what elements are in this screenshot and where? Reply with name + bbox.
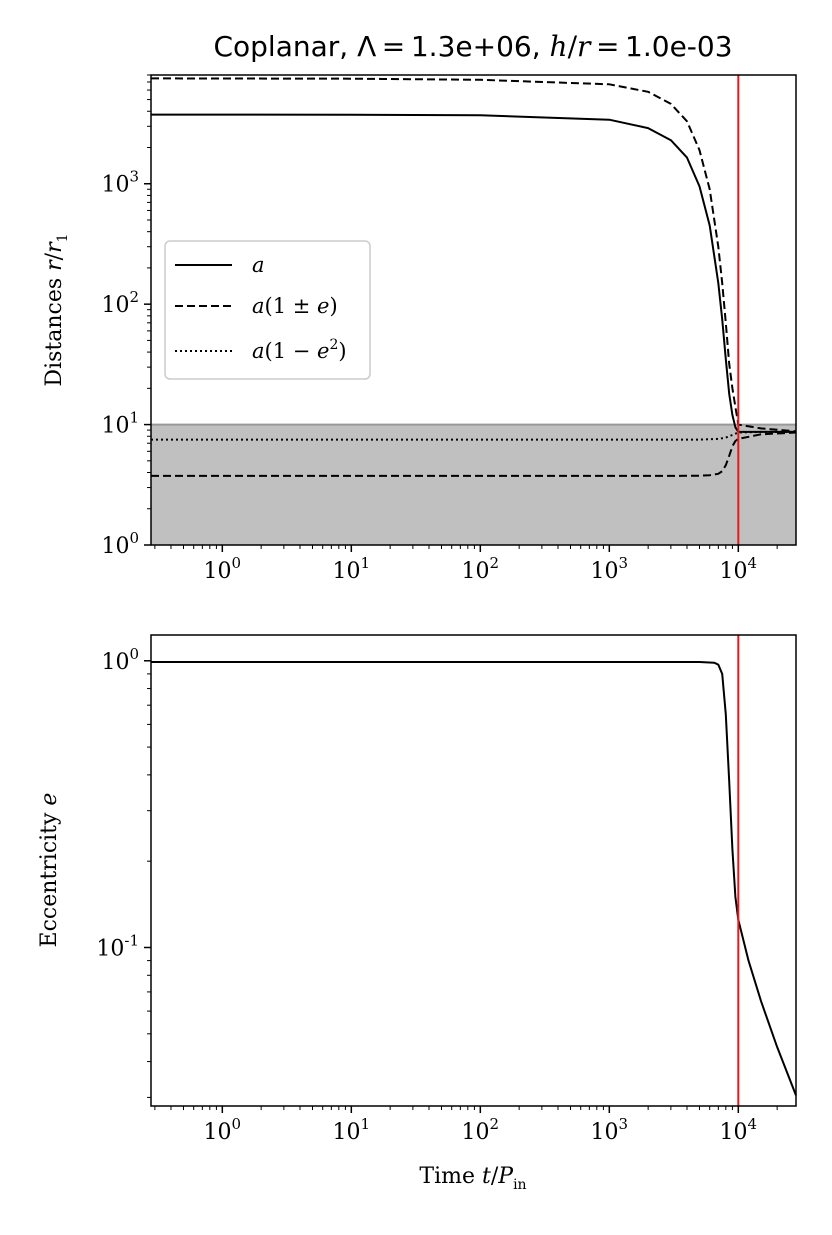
xlabel-slash: / — [491, 1164, 499, 1189]
xlabel-sub: in — [513, 1177, 527, 1193]
top-ylabel-sub: 1 — [55, 233, 71, 242]
top-yticks: 100 101 102 103 — [101, 74, 151, 559]
legend: a a(1 ± e) a(1 − e2) — [164, 240, 371, 380]
chart-title: Coplanar, Λ = 1.3e+06, h/r = 1.0e-03 — [213, 30, 732, 63]
bottom-ylabel: Eccentricity e — [37, 793, 62, 948]
legend-label-a: a — [252, 253, 265, 277]
bottom-xtick-label: 104 — [720, 1115, 758, 1145]
bottom-panel: 100 101 102 103 104 10-1 100 Eccentricity e T… — [37, 634, 797, 1193]
top-series-line-0 — [151, 113, 796, 433]
bottom-ytick-label: 100 — [101, 645, 139, 675]
top-ylabel-text: Distances — [42, 271, 67, 387]
top-shaded-region — [151, 424, 796, 545]
top-series-line-1 — [150, 77, 797, 433]
bottom-xticks: 100 101 102 103 104 — [154, 1106, 778, 1145]
bottom-ytick-label: 10-1 — [96, 931, 139, 961]
title-h: h — [550, 30, 568, 63]
xlabel-text: Time — [419, 1164, 482, 1189]
xlabel: Time t/Pin — [419, 1164, 526, 1193]
top-ylabel: Distances r/r1 — [42, 233, 71, 386]
legend-label-a-pm-e: a(1 ± e) — [252, 294, 338, 318]
bottom-xtick-label: 100 — [204, 1115, 242, 1145]
top-ytick-label: 100 — [101, 529, 139, 559]
top-axes-frame — [150, 74, 797, 546]
top-xtick-label: 103 — [591, 554, 629, 584]
title-suffix: = 1.0e-03 — [590, 30, 732, 63]
top-series-line-3 — [151, 430, 796, 441]
top-xtick-label: 104 — [720, 554, 758, 584]
bottom-xtick-label: 102 — [462, 1115, 500, 1145]
bottom-series-group — [151, 661, 797, 1096]
top-xtick-label: 100 — [204, 554, 242, 584]
top-ylabel-slash: / — [42, 252, 67, 260]
top-xticks: 100 101 102 103 104 — [154, 545, 778, 584]
bottom-xtick-label: 103 — [591, 1115, 629, 1145]
top-ytick-label: 103 — [101, 168, 139, 198]
top-series-line-2 — [151, 431, 797, 477]
top-panel: 100 101 102 103 104 100 101 102 103 a a(1 ± e) … — [42, 74, 797, 584]
title-r: r — [577, 30, 592, 63]
top-ytick-label: 102 — [101, 288, 139, 318]
xlabel-P: P — [497, 1164, 514, 1189]
title-slash: / — [568, 30, 578, 63]
top-ytick-label: 101 — [101, 409, 139, 439]
bottom-yticks: 10-1 100 — [96, 645, 151, 1098]
xlabel-t: t — [482, 1164, 491, 1189]
bottom-ylabel-e: e — [37, 793, 62, 806]
top-xtick-label: 101 — [333, 554, 371, 584]
top-ylabel-r: r — [42, 259, 67, 271]
title-prefix: Coplanar, Λ = 1.3e+06, — [213, 30, 549, 63]
bottom-axes-frame — [150, 634, 797, 1107]
top-xtick-label: 102 — [462, 554, 500, 584]
legend-box — [164, 240, 371, 380]
bottom-xtick-label: 101 — [333, 1115, 371, 1145]
top-ylabel-r1: r — [42, 241, 67, 253]
top-series-group — [150, 77, 797, 477]
bottom-ylabel-text: Eccentricity — [37, 806, 62, 948]
bottom-series-line-0 — [151, 661, 797, 1096]
